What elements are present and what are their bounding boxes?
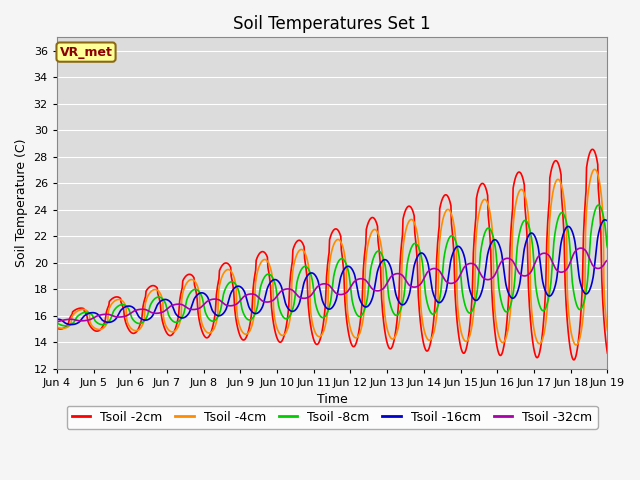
Tsoil -8cm (124, 304, 131, 310)
Tsoil -4cm (548, 192, 556, 198)
Tsoil -8cm (604, 244, 611, 250)
Tsoil -4cm (123, 316, 131, 322)
Tsoil -2cm (548, 163, 556, 169)
Title: Soil Temperatures Set 1: Soil Temperatures Set 1 (234, 15, 431, 33)
Tsoil -4cm (577, 330, 585, 336)
Tsoil -8cm (61, 323, 69, 329)
Tsoil -4cm (604, 327, 611, 333)
Tsoil -4cm (591, 167, 598, 172)
X-axis label: Time: Time (317, 393, 348, 406)
Tsoil -32cm (563, 266, 570, 272)
Tsoil -8cm (595, 202, 602, 208)
Tsoil -4cm (573, 342, 580, 348)
Tsoil -16cm (563, 224, 571, 229)
Text: VR_met: VR_met (60, 46, 113, 59)
Tsoil -32cm (577, 245, 584, 251)
Tsoil -32cm (604, 257, 611, 263)
Line: Tsoil -4cm: Tsoil -4cm (57, 169, 607, 345)
Tsoil -2cm (570, 357, 578, 363)
Tsoil -4cm (365, 238, 372, 243)
Tsoil -2cm (123, 323, 131, 328)
Tsoil -2cm (577, 310, 585, 315)
Tsoil -16cm (262, 291, 269, 297)
Line: Tsoil -16cm: Tsoil -16cm (57, 220, 607, 324)
Tsoil -16cm (124, 303, 131, 309)
Tsoil -16cm (365, 302, 373, 308)
Tsoil -32cm (548, 259, 556, 265)
Line: Tsoil -2cm: Tsoil -2cm (57, 149, 607, 360)
Tsoil -32cm (577, 245, 585, 251)
Tsoil -16cm (549, 289, 557, 295)
Tsoil -16cm (577, 282, 585, 288)
Tsoil -16cm (601, 217, 609, 223)
Legend: Tsoil -2cm, Tsoil -4cm, Tsoil -8cm, Tsoil -16cm, Tsoil -32cm: Tsoil -2cm, Tsoil -4cm, Tsoil -8cm, Tsoi… (67, 406, 598, 429)
Tsoil -32cm (123, 313, 131, 319)
Tsoil -8cm (262, 273, 269, 278)
Tsoil -16cm (604, 218, 611, 224)
Tsoil -8cm (53, 320, 61, 325)
Tsoil -8cm (563, 223, 571, 228)
Tsoil -4cm (563, 233, 570, 239)
Y-axis label: Soil Temperature (C): Soil Temperature (C) (15, 139, 28, 267)
Line: Tsoil -32cm: Tsoil -32cm (57, 248, 607, 322)
Tsoil -2cm (589, 146, 596, 152)
Tsoil -32cm (53, 319, 61, 324)
Tsoil -8cm (549, 252, 557, 258)
Line: Tsoil -8cm: Tsoil -8cm (57, 205, 607, 326)
Tsoil -2cm (262, 251, 269, 256)
Tsoil -8cm (577, 306, 585, 312)
Tsoil -2cm (563, 310, 570, 315)
Tsoil -32cm (262, 299, 269, 305)
Tsoil -8cm (365, 276, 373, 282)
Tsoil -4cm (53, 324, 61, 330)
Tsoil -16cm (53, 316, 61, 322)
Tsoil -16cm (68, 322, 76, 327)
Tsoil -32cm (365, 281, 372, 287)
Tsoil -2cm (365, 218, 372, 224)
Tsoil -2cm (604, 350, 611, 356)
Tsoil -4cm (262, 257, 269, 263)
Tsoil -2cm (53, 325, 61, 331)
